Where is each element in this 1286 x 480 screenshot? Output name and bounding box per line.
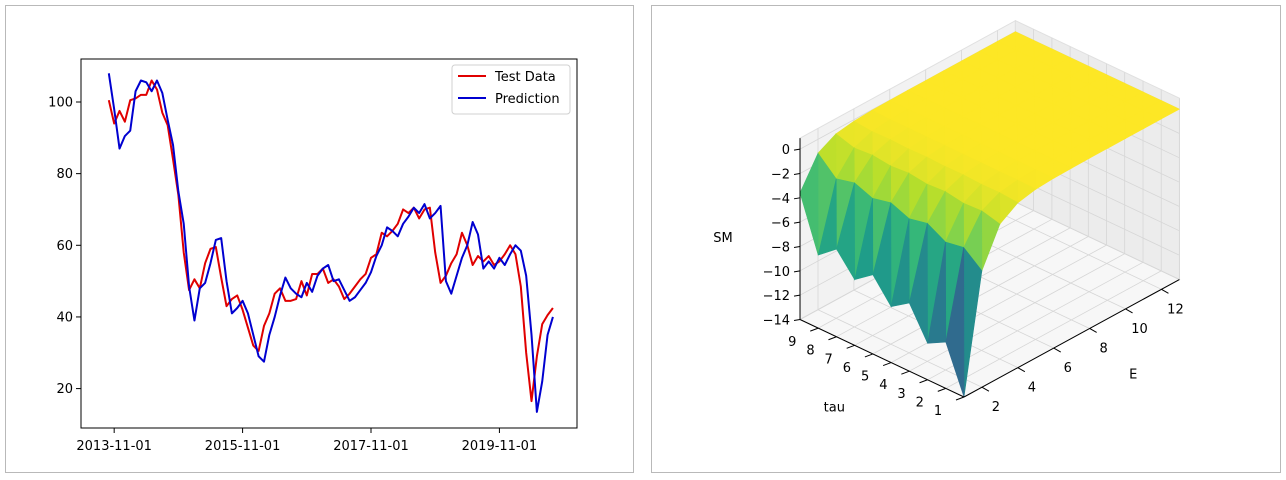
e-tick-mark — [1017, 367, 1026, 373]
surface-face — [854, 198, 874, 281]
sm-tick-label: 0 — [782, 143, 790, 158]
sm-tick-mark — [793, 172, 801, 175]
legend-box — [451, 64, 571, 115]
tau-tick-mark — [955, 396, 965, 401]
tau-tick-label: 2 — [916, 395, 924, 410]
sm-tick-label: −14 — [763, 314, 790, 329]
e-tick-label: 8 — [1100, 341, 1108, 356]
sm-tick-label: −10 — [763, 265, 790, 280]
e-tick-label: 12 — [1167, 302, 1184, 317]
surface-chart: 246810121234567890−2−4−6−8−10−12−14EtauS… — [713, 19, 1184, 419]
y-tick-label: 40 — [56, 310, 73, 325]
sm-tick-mark — [793, 245, 801, 248]
tau-tick-label: 6 — [843, 361, 851, 376]
tau-tick-label: 4 — [879, 378, 887, 393]
plot-frame — [80, 58, 578, 429]
e-axis-line — [963, 279, 1180, 398]
tau-tick-mark — [864, 353, 874, 358]
tau-tick-label: 5 — [861, 370, 869, 385]
e-tick-label: 2 — [992, 400, 1000, 415]
x-tick-label: 2017-11-01 — [333, 439, 409, 454]
sm-tick-label: −8 — [771, 240, 790, 255]
tau-tick-mark — [901, 370, 910, 375]
y-tick-label: 60 — [56, 239, 73, 254]
surface-face — [945, 247, 965, 398]
sm-tick-mark — [793, 197, 801, 200]
tau-tick-mark — [846, 344, 855, 349]
tau-tick-mark — [828, 336, 837, 341]
y-tick-label: 100 — [48, 95, 73, 110]
legend-label: Prediction — [495, 92, 560, 107]
sm-tick-label: −2 — [771, 167, 790, 182]
sm-tick-label: −12 — [763, 289, 790, 304]
e-tick-mark — [1125, 308, 1133, 314]
tau-axis-label: tau — [824, 401, 845, 416]
sm-tick-label: −4 — [771, 192, 790, 207]
x-tick-label: 2019-11-01 — [462, 439, 538, 454]
series-line-test-data — [107, 79, 554, 403]
tau-tick-mark — [882, 362, 892, 367]
legend: Test Data Prediction — [451, 64, 571, 115]
sm-axis-label: SM — [713, 231, 732, 246]
tau-tick-label: 1 — [934, 404, 942, 419]
sm-tick-mark — [793, 221, 801, 224]
x-tick-label: 2015-11-01 — [205, 439, 281, 454]
y-tick-label: 20 — [56, 382, 73, 397]
sm-tick-mark — [793, 270, 801, 273]
surface-face — [817, 178, 837, 256]
tau-tick-label: 7 — [825, 352, 833, 367]
sm-tick-label: −6 — [771, 216, 790, 231]
tau-tick-mark — [937, 387, 946, 392]
tau-tick-label: 9 — [788, 335, 796, 350]
sm-tick-mark — [793, 294, 801, 297]
e-tick-label: 4 — [1028, 381, 1036, 396]
x-tick-label: 2013-11-01 — [76, 439, 152, 454]
surface-face — [927, 241, 947, 344]
sm-tick-mark — [793, 148, 801, 151]
legend-label: Test Data — [494, 70, 556, 85]
e-tick-mark — [1053, 347, 1061, 353]
surface-face — [836, 182, 856, 281]
line-chart: 20 40 60 80 100 2013-11-01 2015-11-01 2017-11-0… — [48, 58, 578, 454]
surface-face — [872, 202, 892, 308]
e-tick-mark — [1161, 288, 1169, 294]
surface-face — [890, 218, 910, 307]
tau-tick-mark — [919, 379, 928, 384]
tau-tick-mark — [810, 327, 819, 332]
line-chart-panel: 20 40 60 80 100 2013-11-01 2015-11-01 2017-11-0… — [5, 5, 634, 473]
sm-tick-mark — [793, 319, 801, 322]
y-tick-label: 80 — [56, 167, 73, 182]
tau-tick-label: 8 — [806, 344, 814, 359]
surface-face — [799, 153, 819, 256]
e-tick-mark — [1089, 328, 1097, 333]
e-tick-label: 10 — [1131, 322, 1148, 337]
tau-axis-line — [799, 319, 965, 398]
surface-face — [908, 223, 928, 344]
e-axis-label: E — [1129, 368, 1137, 383]
series-line-prediction — [107, 73, 554, 413]
e-tick-mark — [981, 386, 990, 392]
e-tick-label: 6 — [1064, 361, 1072, 376]
tau-tick-label: 3 — [897, 387, 905, 402]
